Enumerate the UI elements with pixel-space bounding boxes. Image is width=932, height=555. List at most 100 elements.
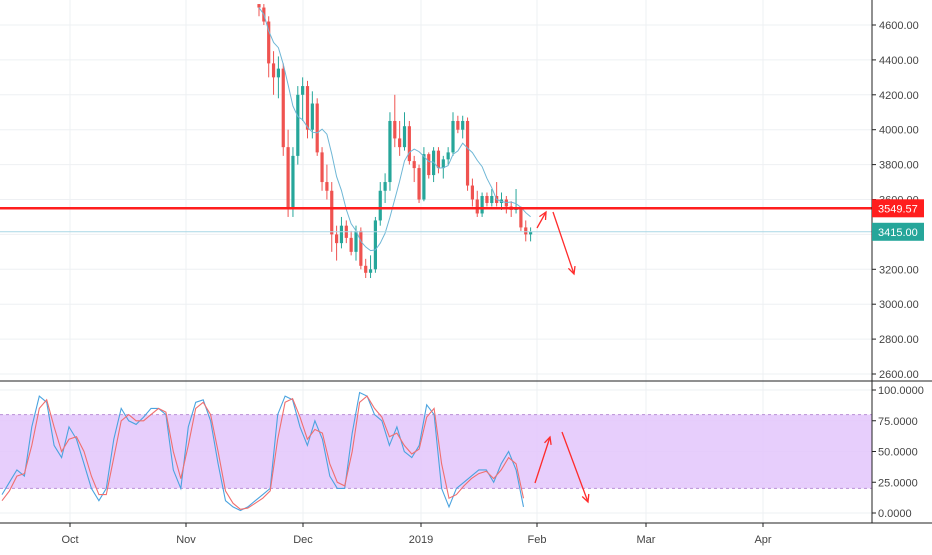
stoch-tick-label: 75.0000 <box>878 416 918 428</box>
candle-body <box>305 86 310 130</box>
candle[interactable] <box>339 216 344 249</box>
time-tick-label: Dec <box>293 534 313 546</box>
price-down-arrow[interactable] <box>552 211 576 276</box>
candle-body <box>267 21 271 64</box>
arrow-head <box>581 493 590 504</box>
candle-body <box>325 182 329 191</box>
candle-body <box>480 196 484 214</box>
candle[interactable] <box>407 120 411 165</box>
candle[interactable] <box>291 147 295 217</box>
candle[interactable] <box>305 80 310 139</box>
candle[interactable] <box>504 196 508 214</box>
candle-body <box>296 94 300 156</box>
stoch-tick-label: 25.0000 <box>878 477 918 489</box>
candle-body <box>529 231 533 235</box>
candle[interactable] <box>446 147 450 165</box>
candle[interactable] <box>490 189 494 207</box>
candle[interactable] <box>432 147 436 183</box>
candle-body <box>339 225 344 244</box>
candle-body <box>320 152 324 183</box>
candle[interactable] <box>315 98 319 156</box>
time-tick-label: Nov <box>176 534 196 546</box>
candle[interactable] <box>529 227 533 242</box>
candle-body <box>291 155 295 209</box>
candle[interactable] <box>441 155 445 179</box>
candle[interactable] <box>514 189 518 214</box>
resistance-label-text: 3549.57 <box>878 203 918 215</box>
candle-body <box>281 68 285 148</box>
candle-body <box>524 227 528 235</box>
candle[interactable] <box>325 164 329 200</box>
candle[interactable] <box>368 255 373 279</box>
candle-body <box>359 230 363 266</box>
candle-body <box>398 138 402 148</box>
candle-body <box>519 208 523 228</box>
annotation-arrows[interactable] <box>534 210 590 504</box>
candle[interactable] <box>276 56 280 99</box>
candle[interactable] <box>364 258 368 279</box>
candle[interactable] <box>402 112 407 151</box>
candle[interactable] <box>320 147 324 191</box>
candle[interactable] <box>398 120 402 156</box>
candle[interactable] <box>524 220 528 242</box>
candle[interactable] <box>451 112 455 156</box>
candle[interactable] <box>475 190 479 217</box>
arrow-shaft <box>561 431 589 503</box>
candle[interactable] <box>519 206 523 231</box>
candle[interactable] <box>470 178 474 207</box>
arrow-head <box>544 435 552 445</box>
candle-body <box>286 147 290 209</box>
stoch-up-arrow[interactable] <box>534 435 552 484</box>
candle[interactable] <box>301 77 305 121</box>
candle[interactable] <box>417 164 421 203</box>
time-tick-label: 2019 <box>409 534 433 546</box>
candle-body <box>335 234 339 244</box>
candle[interactable] <box>465 117 470 191</box>
price-tick-label: 3000.00 <box>879 299 919 311</box>
candle[interactable] <box>383 173 387 203</box>
candle[interactable] <box>286 129 290 217</box>
candle-body <box>465 120 470 186</box>
candle[interactable] <box>373 216 377 273</box>
candle[interactable] <box>296 86 300 165</box>
candle[interactable] <box>495 182 499 207</box>
candle[interactable] <box>330 182 334 252</box>
candle[interactable] <box>257 4 261 17</box>
candle-body <box>368 269 373 273</box>
candle[interactable] <box>349 230 353 256</box>
candle-body <box>388 120 392 183</box>
candle[interactable] <box>485 192 489 207</box>
candle[interactable] <box>271 51 276 95</box>
candle[interactable] <box>267 16 271 78</box>
candle[interactable] <box>436 147 441 174</box>
candle[interactable] <box>480 192 484 217</box>
candle-body <box>412 161 416 169</box>
stoch-down-arrow[interactable] <box>561 431 590 504</box>
candle[interactable] <box>335 225 339 261</box>
candle-body <box>456 120 460 130</box>
price-tick-label: 3800.00 <box>879 160 919 172</box>
candle[interactable] <box>412 155 416 183</box>
candle-body <box>407 126 411 162</box>
candle-body <box>475 199 479 214</box>
candle-body <box>402 126 407 148</box>
candle[interactable] <box>427 152 431 179</box>
candle[interactable] <box>393 94 397 148</box>
candle[interactable] <box>281 63 285 156</box>
candle[interactable] <box>359 227 363 270</box>
price-up-arrow[interactable] <box>536 210 547 229</box>
candle-body <box>470 185 474 200</box>
candle-body <box>461 120 465 130</box>
candle-body <box>271 63 276 78</box>
candle[interactable] <box>456 115 460 134</box>
candle[interactable] <box>378 182 382 226</box>
arrow-shaft <box>552 211 575 275</box>
candle-body <box>378 190 382 221</box>
candle-body <box>393 120 397 139</box>
candle[interactable] <box>461 115 465 139</box>
candle[interactable] <box>388 112 392 191</box>
stoch-d-line <box>1 395 525 510</box>
candle[interactable] <box>310 91 314 139</box>
